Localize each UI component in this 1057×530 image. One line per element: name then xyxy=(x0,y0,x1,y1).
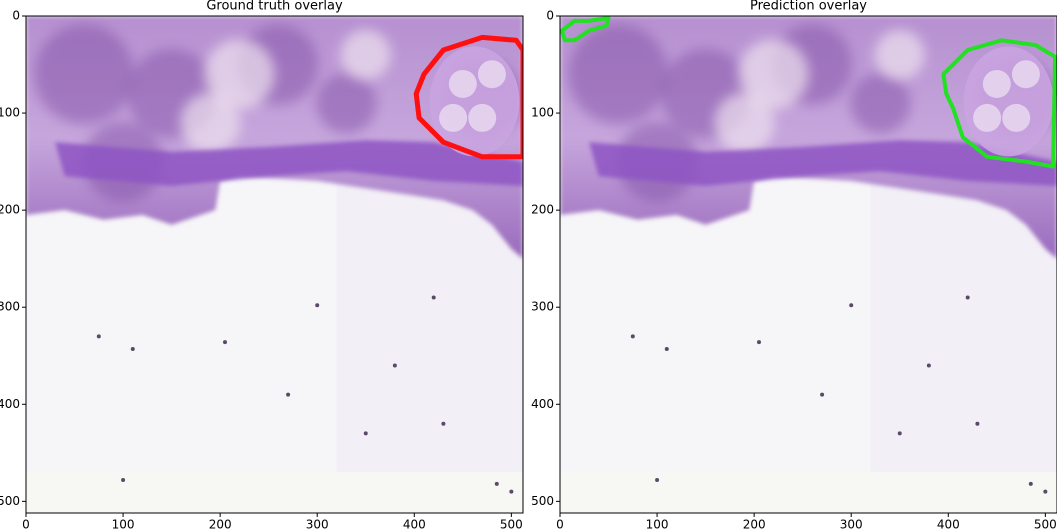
axes-frame xyxy=(25,15,524,514)
y-tick-label: 300 xyxy=(531,300,554,314)
debris xyxy=(756,340,761,345)
debris xyxy=(820,392,825,397)
debris xyxy=(363,431,368,436)
y-tick-label: 400 xyxy=(531,397,554,411)
x-tick-label: 0 xyxy=(22,518,30,530)
gland-cell xyxy=(477,60,506,89)
x-tick-label: 0 xyxy=(556,518,564,530)
tissue-band xyxy=(589,140,1057,186)
debris xyxy=(975,421,980,426)
x-tick-label: 300 xyxy=(306,518,329,530)
debris xyxy=(926,363,931,368)
overlay-contour xyxy=(560,16,611,43)
debris xyxy=(897,431,902,436)
y-tick-label: 400 xyxy=(0,397,20,411)
y-tick-label: 0 xyxy=(12,9,20,23)
light-area xyxy=(340,29,391,80)
light-area xyxy=(204,39,275,110)
tissue-band xyxy=(55,140,523,186)
panel-title: Ground truth overlay xyxy=(206,0,343,14)
y-tick-label: 500 xyxy=(0,494,20,508)
y-tick-label: 100 xyxy=(531,106,554,120)
gland xyxy=(963,46,1054,157)
tile xyxy=(26,472,523,513)
debris xyxy=(130,346,135,351)
overlay-contour xyxy=(941,38,1057,169)
light-area xyxy=(714,92,775,153)
debris xyxy=(441,421,446,426)
cell-cluster xyxy=(850,73,911,134)
gland-cell xyxy=(439,103,468,132)
x-tick-label: 400 xyxy=(937,518,960,530)
debris xyxy=(121,477,126,482)
debris xyxy=(431,295,436,300)
overlay-contour xyxy=(413,34,523,160)
gland-cell xyxy=(982,69,1011,98)
axes-frame xyxy=(559,15,1057,514)
debris xyxy=(286,392,291,397)
debris xyxy=(315,303,320,308)
y-tick-label: 0 xyxy=(546,9,554,23)
cell-cluster xyxy=(568,24,669,125)
debris xyxy=(1028,481,1033,486)
x-tick-label: 200 xyxy=(743,518,766,530)
debris xyxy=(965,295,970,300)
x-tick-label: 300 xyxy=(840,518,863,530)
tile xyxy=(560,472,1057,513)
gland-cell xyxy=(1002,103,1031,132)
x-tick-label: 100 xyxy=(646,518,669,530)
debris xyxy=(630,334,635,339)
debris xyxy=(664,346,669,351)
cell-cluster xyxy=(34,24,135,125)
light-area xyxy=(180,92,241,153)
image xyxy=(560,16,1057,513)
debris xyxy=(1043,489,1048,494)
x-tick-label: 500 xyxy=(500,518,523,530)
debris xyxy=(655,477,660,482)
x-tick-label: 200 xyxy=(209,518,232,530)
y-tick-label: 500 xyxy=(531,494,554,508)
y-tick-label: 100 xyxy=(0,106,20,120)
cell-cluster xyxy=(316,73,377,134)
debris xyxy=(392,363,397,368)
x-tick-label: 500 xyxy=(1034,518,1057,530)
debris xyxy=(849,303,854,308)
gland-cell xyxy=(448,69,477,98)
gland-cell xyxy=(1011,60,1040,89)
y-tick-label: 200 xyxy=(0,203,20,217)
debris xyxy=(222,340,227,345)
x-tick-label: 400 xyxy=(403,518,426,530)
x-tick-label: 100 xyxy=(112,518,135,530)
panel-title: Prediction overlay xyxy=(750,0,867,14)
light-area xyxy=(738,39,809,110)
debris xyxy=(494,481,499,486)
y-tick-label: 300 xyxy=(0,300,20,314)
y-tick-label: 200 xyxy=(531,203,554,217)
debris xyxy=(509,489,514,494)
gland-cell xyxy=(468,103,497,132)
light-area xyxy=(874,29,925,80)
debris xyxy=(96,334,101,339)
gland-cell xyxy=(973,103,1002,132)
image xyxy=(26,16,523,513)
